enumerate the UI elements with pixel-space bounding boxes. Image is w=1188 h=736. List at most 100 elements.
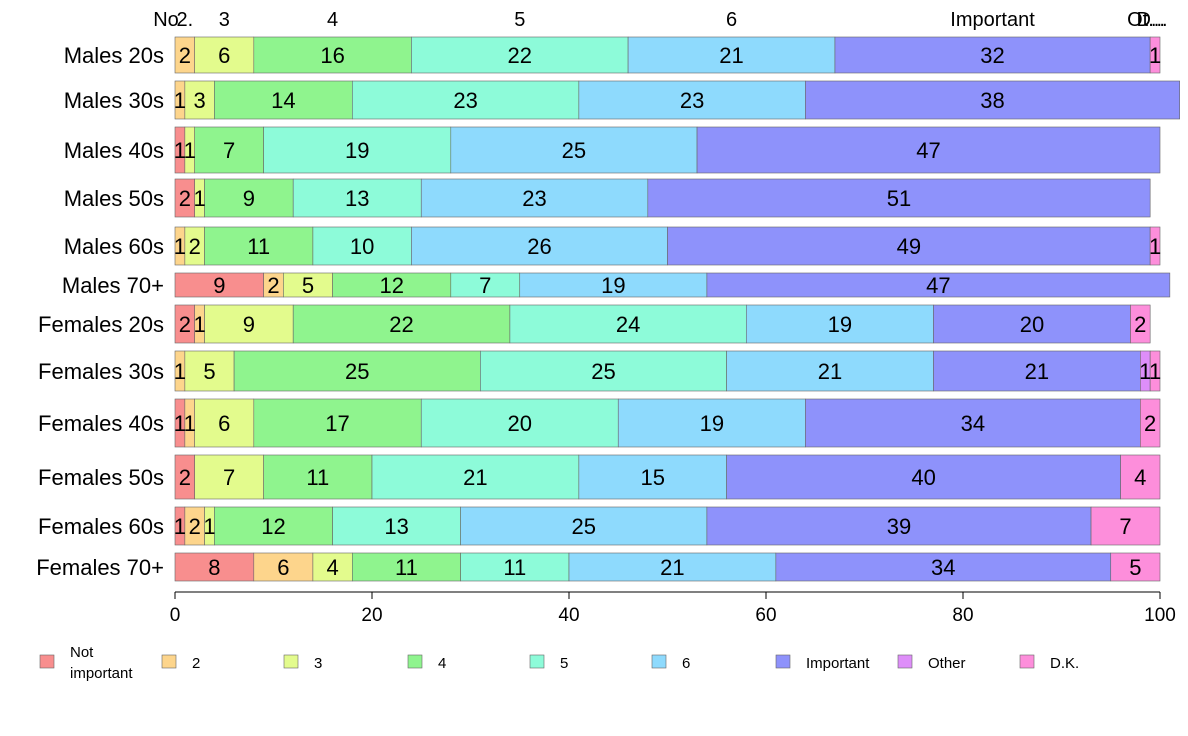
data-label: 4 <box>326 555 338 580</box>
row-label: Males 50s <box>64 186 164 211</box>
data-label: 25 <box>591 359 615 384</box>
data-label: 9 <box>213 273 225 298</box>
bar-segment <box>933 350 1141 392</box>
legend: Not important 2 3 4 5 6 Important Other D.K. <box>39 644 1079 682</box>
data-label: 11 <box>395 555 418 580</box>
data-label: 15 <box>640 465 664 490</box>
data-label: 19 <box>601 273 625 298</box>
data-label: 24 <box>616 312 640 337</box>
top-category-label: 5 <box>514 9 525 31</box>
bar-row: 1 5 25 25 21 21 11 <box>174 350 1161 392</box>
data-label: 19 <box>700 411 724 436</box>
bar-segment <box>214 506 333 546</box>
x-axis: 0 20 40 60 80 100 <box>170 591 1176 626</box>
bar-segment <box>805 80 1181 120</box>
row-label: Males 40s <box>64 138 164 163</box>
data-label: 20 <box>508 411 532 436</box>
row-label: Females 40s <box>38 411 164 436</box>
data-label: 6 <box>218 411 230 436</box>
bar-segment <box>332 272 452 298</box>
legend-item: Not important <box>39 644 133 682</box>
data-label: 11 <box>306 465 329 490</box>
bar-segment <box>174 272 264 298</box>
bar-segment <box>696 126 1161 174</box>
data-label: 1 <box>203 514 215 539</box>
data-label: 21 <box>1025 359 1049 384</box>
data-label: 11 <box>503 555 526 580</box>
bar-segment <box>253 552 314 582</box>
bar-segment <box>1130 304 1151 344</box>
bar-segment <box>1090 506 1161 546</box>
top-category-label: 6 <box>726 9 737 31</box>
bar-segment <box>1149 36 1161 74</box>
bar-segment <box>1110 552 1161 582</box>
bar-segment <box>411 226 668 266</box>
bar-segment <box>283 272 333 298</box>
bar-segment <box>1140 398 1161 448</box>
data-label: 22 <box>508 43 532 68</box>
bar-row: 1 3 14 23 23 38 <box>174 80 1181 120</box>
bar-segment <box>460 552 570 582</box>
x-tick-label: 80 <box>952 605 973 626</box>
legend-item: 6 <box>651 654 690 672</box>
row-label: Males 60s <box>64 234 164 259</box>
legend-label: 3 <box>314 655 322 672</box>
data-label: 14 <box>271 88 295 113</box>
legend-label: 4 <box>438 655 446 672</box>
top-category-labels: No2. 3 4 5 6 Important Ot...D... <box>153 9 1167 31</box>
data-label: 8 <box>208 555 220 580</box>
data-label: 1 <box>1139 359 1151 384</box>
legend-item: 2 <box>161 654 200 672</box>
data-label: 4 <box>1134 465 1146 490</box>
data-label: 49 <box>897 234 921 259</box>
data-label: 1 <box>174 359 186 384</box>
legend-label: Important <box>806 655 870 672</box>
bar-segment <box>312 226 412 266</box>
legend-swatch <box>1019 654 1035 669</box>
data-label: 2 <box>179 43 191 68</box>
row-label: Males 30s <box>64 88 164 113</box>
bar-segment <box>1120 454 1161 500</box>
bar-segment <box>1149 350 1161 392</box>
data-label: 1 <box>174 411 186 436</box>
top-category-label: Important <box>950 9 1035 31</box>
data-label: 22 <box>389 312 413 337</box>
data-label: 32 <box>980 43 1004 68</box>
data-label: 40 <box>911 465 935 490</box>
bar-segment <box>351 552 461 582</box>
row-label: Females 50s <box>38 465 164 490</box>
data-label: 1 <box>1149 234 1161 259</box>
data-label: 34 <box>931 555 955 580</box>
bar-row: 2 6 16 22 21 32 1 <box>174 36 1161 74</box>
bar-segment <box>726 454 1121 500</box>
data-label: 38 <box>980 88 1004 113</box>
data-label: 2 <box>189 234 201 259</box>
bar-row: 2 1 9 22 24 19 20 2 <box>174 304 1151 344</box>
top-category-label: 2. <box>177 9 194 31</box>
data-label: 19 <box>345 138 369 163</box>
row-labels: Males 20s Males 30s Males 40s Males 50s Male… <box>36 43 164 580</box>
bar-segment <box>292 178 422 218</box>
row-label: Females 20s <box>38 312 164 337</box>
bar-segment <box>805 398 1141 448</box>
legend-label: 6 <box>682 655 690 672</box>
data-label: 9 <box>243 312 255 337</box>
bar-segment <box>184 350 235 392</box>
data-label: 5 <box>1129 555 1141 580</box>
bar-segment <box>1149 226 1161 266</box>
legend-label: 2 <box>192 655 200 672</box>
data-label: 3 <box>194 88 206 113</box>
bar-segment <box>292 304 511 344</box>
x-tick-label: 0 <box>170 605 181 626</box>
data-label: 13 <box>345 186 369 211</box>
data-label: 20 <box>1020 312 1044 337</box>
legend-label: D.K. <box>1050 655 1079 672</box>
data-label: 1 <box>1149 359 1161 384</box>
data-label: 34 <box>961 411 985 436</box>
bar-segment <box>706 272 1171 298</box>
data-label: 5 <box>302 273 314 298</box>
x-tick-label: 20 <box>361 605 382 626</box>
x-tick-label: 40 <box>558 605 579 626</box>
bar-segment <box>420 398 619 448</box>
